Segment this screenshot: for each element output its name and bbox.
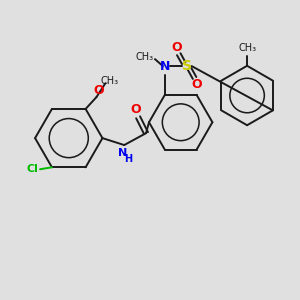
Text: CH₃: CH₃ (238, 43, 256, 53)
Text: Cl: Cl (26, 164, 38, 174)
Text: N: N (118, 148, 127, 158)
Text: S: S (182, 59, 192, 73)
Text: O: O (191, 78, 202, 92)
Text: CH₃: CH₃ (100, 76, 118, 86)
Text: N: N (160, 60, 170, 73)
Text: O: O (131, 103, 141, 116)
Text: O: O (171, 41, 182, 54)
Text: O: O (93, 84, 104, 97)
Text: CH₃: CH₃ (136, 52, 154, 62)
Text: H: H (124, 154, 132, 164)
